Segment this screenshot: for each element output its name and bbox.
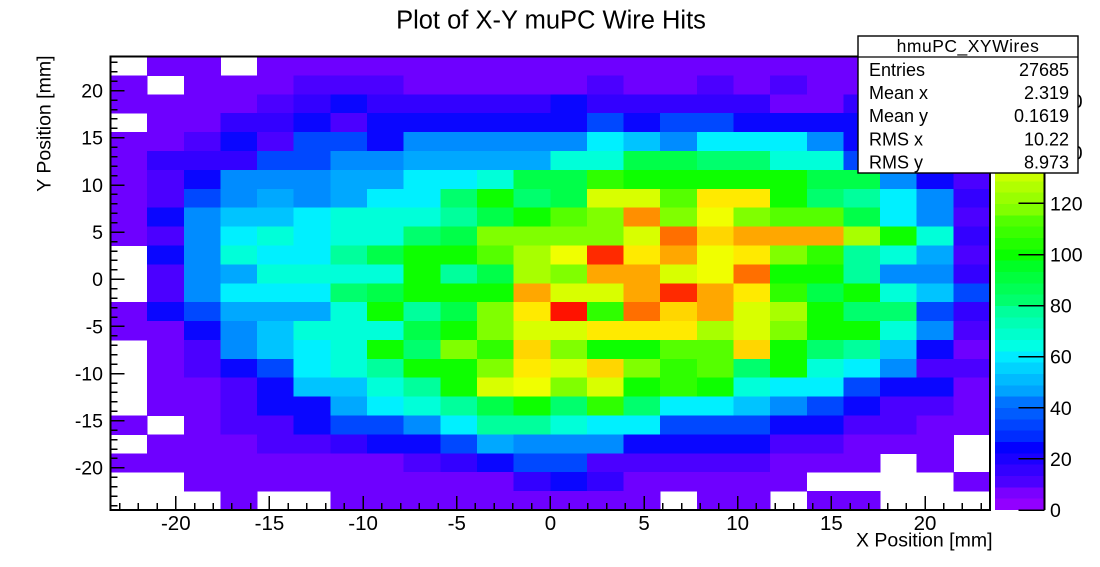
svg-text:100: 100	[1050, 245, 1083, 267]
svg-text:Y Position [mm]: Y Position [mm]	[34, 56, 56, 192]
svg-text:5: 5	[92, 222, 103, 244]
svg-text:40: 40	[1050, 398, 1072, 420]
svg-text:20: 20	[1050, 449, 1072, 471]
svg-text:-5: -5	[86, 316, 103, 338]
svg-text:27685: 27685	[1019, 60, 1069, 80]
svg-text:RMS y: RMS y	[869, 153, 923, 173]
svg-text:0: 0	[1050, 500, 1061, 522]
svg-text:8.973: 8.973	[1024, 153, 1069, 173]
svg-text:Mean y: Mean y	[869, 106, 928, 126]
svg-text:0: 0	[92, 269, 103, 291]
svg-text:0.1619: 0.1619	[1014, 106, 1069, 126]
svg-text:-20: -20	[161, 512, 191, 535]
svg-text:5: 5	[638, 512, 649, 535]
svg-text:-10: -10	[75, 363, 103, 385]
svg-text:20: 20	[81, 81, 103, 103]
svg-text:RMS x: RMS x	[869, 129, 923, 149]
svg-text:-5: -5	[448, 512, 466, 535]
svg-text:10: 10	[726, 512, 749, 535]
svg-text:Entries: Entries	[869, 60, 934, 80]
svg-text:60: 60	[1050, 347, 1072, 369]
svg-text:80: 80	[1050, 296, 1072, 318]
svg-text:20: 20	[914, 512, 937, 535]
svg-text:-10: -10	[348, 512, 378, 535]
svg-text:-15: -15	[75, 411, 103, 433]
svg-text:-20: -20	[75, 458, 103, 480]
svg-text:15: 15	[820, 512, 843, 535]
svg-text:hmuPC_XYWires: hmuPC_XYWires	[897, 36, 1040, 57]
svg-text:10: 10	[81, 175, 103, 197]
svg-text:2.319: 2.319	[1013, 83, 1069, 103]
svg-text:Mean x: Mean x	[869, 83, 928, 103]
svg-text:-15: -15	[255, 512, 285, 535]
svg-text:X Position [mm]: X Position [mm]	[856, 530, 993, 552]
svg-text:10.22: 10.22	[1006, 129, 1069, 149]
svg-text:120: 120	[1050, 193, 1083, 215]
svg-text:15: 15	[81, 128, 103, 150]
svg-text:Plot of X-Y muPC Wire Hits: Plot of X-Y muPC Wire Hits	[396, 7, 706, 35]
svg-text:0: 0	[545, 512, 556, 535]
